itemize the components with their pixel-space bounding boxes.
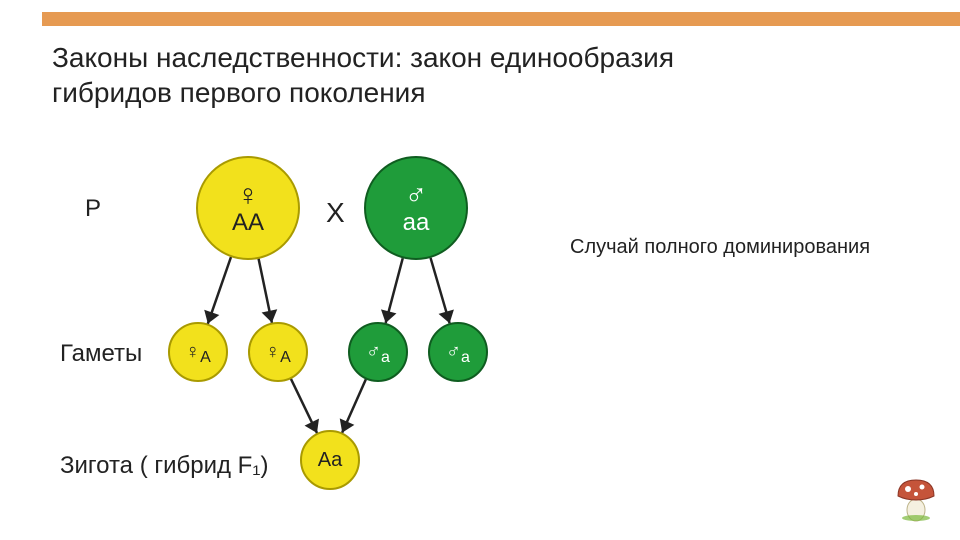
arrows-layer bbox=[0, 0, 960, 540]
slide: Законы наследственности: закон единообра… bbox=[0, 0, 960, 540]
mushroom-icon bbox=[892, 474, 940, 522]
